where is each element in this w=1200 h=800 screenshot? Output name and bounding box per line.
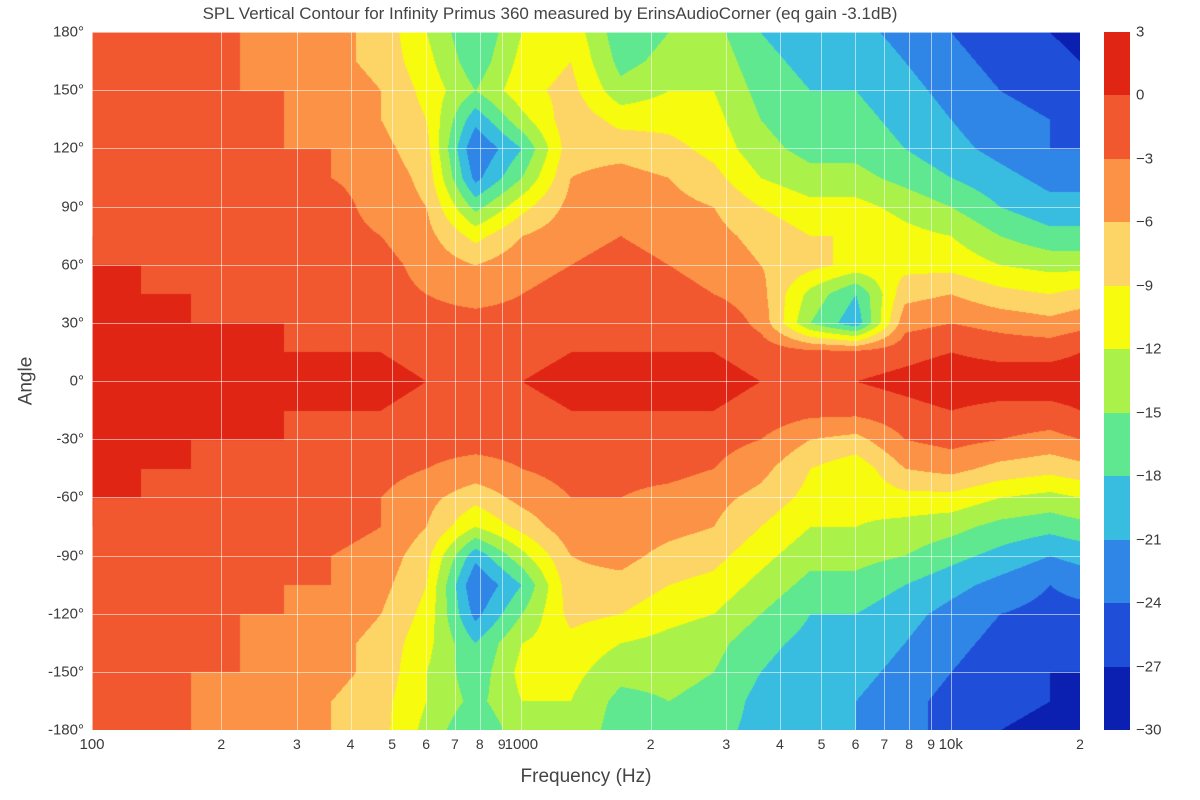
colorbar-segment (1104, 349, 1130, 412)
y-tick-label: 90° (4, 198, 84, 215)
x-tick-label-major: 1000 (505, 736, 538, 753)
colorbar-segment (1104, 540, 1130, 603)
gridline-v (480, 32, 481, 730)
colorbar-tick-label: −15 (1136, 404, 1161, 421)
x-tick-label-minor: 2 (217, 736, 225, 752)
gridline-v (821, 32, 822, 730)
gridline-v (651, 32, 652, 730)
colorbar-tick-label: 3 (1136, 24, 1144, 41)
colorbar-tick-label: −24 (1136, 595, 1161, 612)
colorbar-tick-label: −18 (1136, 468, 1161, 485)
x-axis-label: Frequency (Hz) (92, 766, 1080, 788)
colorbar-segment (1104, 476, 1130, 539)
x-tick-label-minor: 8 (905, 736, 913, 752)
y-tick-label: -180° (4, 722, 84, 739)
x-tick-label-major: 100 (79, 736, 104, 753)
gridline-v (1080, 32, 1081, 730)
y-tick-label: -30° (4, 431, 84, 448)
y-tick-label: 0° (4, 373, 84, 390)
colorbar-tick-label: −30 (1136, 722, 1161, 739)
gridline-h (92, 730, 1080, 731)
colorbar-tick-label: −12 (1136, 341, 1161, 358)
colorbar-segment (1104, 413, 1130, 476)
colorbar-segment (1104, 159, 1130, 222)
x-tick-label-minor: 9 (927, 736, 935, 752)
colorbar-segment (1104, 667, 1130, 730)
colorbar-tick-label: −9 (1136, 277, 1153, 294)
colorbar-tick-label: −6 (1136, 214, 1153, 231)
colorbar-tick-label: −3 (1136, 150, 1153, 167)
colorbar-tick-label: 0 (1136, 87, 1144, 104)
x-tick-label-minor: 4 (347, 736, 355, 752)
gridline-v (521, 32, 522, 730)
colorbar-tick-label: −21 (1136, 531, 1161, 548)
x-tick-label-minor: 2 (1076, 736, 1084, 752)
spl-contour-chart: SPL Vertical Contour for Infinity Primus… (0, 0, 1200, 800)
gridline-v (909, 32, 910, 730)
colorbar-segment (1104, 32, 1130, 95)
colorbar-segment (1104, 286, 1130, 349)
x-tick-label-minor: 8 (476, 736, 484, 752)
y-tick-label: 180° (4, 24, 84, 41)
colorbar-segment (1104, 222, 1130, 285)
x-tick-label-minor: 7 (880, 736, 888, 752)
gridline-v (780, 32, 781, 730)
x-tick-label-minor: 3 (722, 736, 730, 752)
gridline-v (502, 32, 503, 730)
gridline-v (392, 32, 393, 730)
y-tick-label: -120° (4, 605, 84, 622)
gridline-v (951, 32, 952, 730)
colorbar-segment (1104, 603, 1130, 666)
gridline-v (351, 32, 352, 730)
x-tick-label-minor: 2 (647, 736, 655, 752)
x-tick-label-minor: 6 (852, 736, 860, 752)
y-tick-label: 120° (4, 140, 84, 157)
gridline-v (726, 32, 727, 730)
gridline-v (931, 32, 932, 730)
x-tick-label-minor: 7 (451, 736, 459, 752)
x-tick-label-major: 10k (939, 736, 963, 753)
y-tick-label: 150° (4, 82, 84, 99)
x-tick-label-minor: 5 (388, 736, 396, 752)
gridline-v (884, 32, 885, 730)
x-tick-label-minor: 5 (818, 736, 826, 752)
x-tick-label-minor: 4 (776, 736, 784, 752)
x-tick-label-minor: 3 (293, 736, 301, 752)
gridline-v (426, 32, 427, 730)
gridline-v (297, 32, 298, 730)
colorbar-segment (1104, 95, 1130, 158)
gridline-v (455, 32, 456, 730)
x-tick-label-minor: 9 (498, 736, 506, 752)
y-tick-label: -90° (4, 547, 84, 564)
colorbar-tick-label: −27 (1136, 658, 1161, 675)
y-tick-label: 30° (4, 314, 84, 331)
x-tick-label-minor: 6 (422, 736, 430, 752)
y-tick-label: 60° (4, 256, 84, 273)
chart-title: SPL Vertical Contour for Infinity Primus… (0, 4, 1100, 24)
gridline-v (92, 32, 93, 730)
colorbar (1104, 32, 1130, 730)
gridline-v (221, 32, 222, 730)
gridline-v (855, 32, 856, 730)
y-tick-label: -150° (4, 663, 84, 680)
y-tick-label: -60° (4, 489, 84, 506)
